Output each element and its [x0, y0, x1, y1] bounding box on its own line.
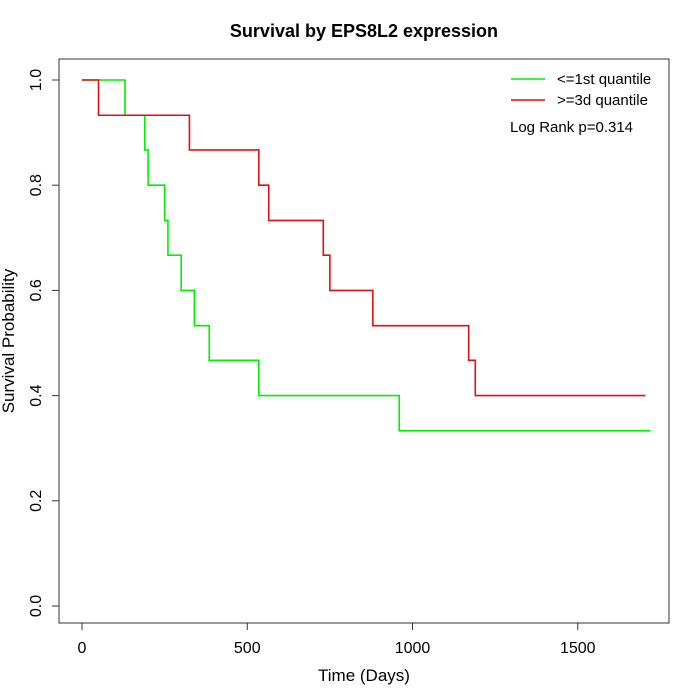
- y-axis: 0.0 0.2 0.4 0.6 0.8 1.0: [28, 69, 60, 617]
- y-axis-label: Survival Probability: [0, 268, 18, 413]
- y-tick-label: 0.4: [28, 384, 45, 406]
- series-layer: [82, 79, 651, 432]
- y-tick-label: 0.8: [28, 174, 45, 196]
- x-axis: 0 500 1000 1500: [78, 622, 596, 657]
- plot-frame: [58, 58, 670, 624]
- y-tick-label: 1.0: [28, 69, 45, 91]
- y-tick-label: 0.6: [28, 279, 45, 301]
- x-tick-label: 500: [234, 640, 261, 657]
- survival-curve-2: [82, 79, 646, 397]
- y-tick-label: 0.2: [28, 490, 45, 512]
- chart-title: Survival by EPS8L2 expression: [230, 21, 498, 41]
- y-tick-label: 0.0: [28, 595, 45, 617]
- legend: <=1st quantile >=3d quantile: [511, 71, 651, 109]
- survival-curve-1: [82, 79, 651, 432]
- x-axis-label: Time (Days): [318, 666, 410, 685]
- x-tick-label: 1000: [395, 640, 431, 657]
- x-tick-label: 0: [78, 640, 87, 657]
- log-rank-annotation: Log Rank p=0.314: [510, 119, 633, 136]
- legend-label: >=3d quantile: [557, 92, 648, 109]
- legend-label: <=1st quantile: [557, 71, 651, 88]
- x-tick-label: 1500: [560, 640, 596, 657]
